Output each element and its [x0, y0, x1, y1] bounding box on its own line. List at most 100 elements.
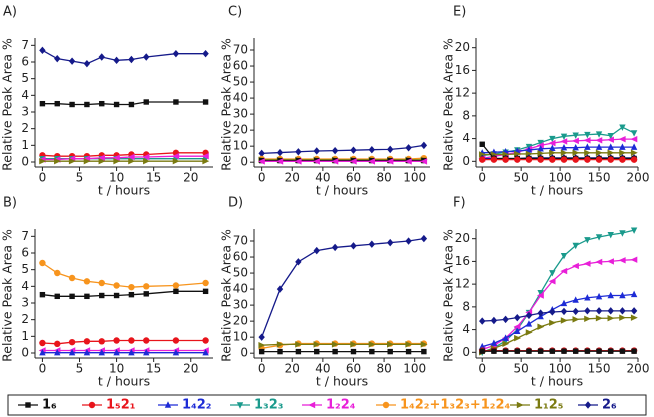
- x-tick-label: 100: [403, 362, 426, 376]
- marker: [128, 55, 135, 64]
- marker: [514, 156, 521, 163]
- y-axis-label: Relative Peak Area %: [219, 229, 234, 362]
- marker: [350, 348, 357, 355]
- marker: [571, 137, 579, 145]
- marker: [583, 137, 591, 144]
- y-tick-label: 12: [455, 277, 470, 291]
- marker: [595, 137, 603, 144]
- marker: [595, 143, 603, 150]
- marker: [631, 348, 637, 354]
- marker: [525, 311, 533, 320]
- marker: [572, 149, 580, 156]
- marker: [560, 143, 568, 151]
- marker: [387, 145, 394, 154]
- marker: [595, 292, 603, 300]
- marker: [39, 46, 46, 55]
- x-tick-label: 100: [549, 362, 572, 376]
- marker: [607, 156, 614, 163]
- marker: [595, 149, 603, 156]
- series-line: [42, 101, 206, 106]
- legend-box: [7, 394, 647, 416]
- marker: [572, 307, 579, 316]
- marker: [607, 291, 614, 299]
- marker: [479, 317, 486, 325]
- marker: [54, 100, 60, 107]
- x-tick-label: 0: [39, 171, 47, 185]
- y-tick-label: 30: [233, 298, 248, 312]
- y-tick-label: 4: [21, 279, 29, 293]
- marker: [537, 145, 544, 152]
- marker: [584, 307, 591, 315]
- series-line: [482, 317, 635, 353]
- marker: [172, 157, 180, 165]
- marker: [619, 149, 627, 156]
- x-tick-label: 150: [588, 362, 611, 376]
- marker: [584, 143, 591, 150]
- x-tick-label: 200: [627, 362, 650, 376]
- marker: [619, 124, 626, 131]
- marker: [549, 135, 556, 143]
- marker: [536, 292, 544, 299]
- marker: [560, 299, 568, 307]
- legend-marker: [382, 401, 390, 409]
- marker: [258, 341, 266, 349]
- marker: [549, 270, 556, 277]
- marker: [143, 291, 149, 297]
- x-tick-label: 80: [376, 362, 391, 376]
- legend-marker: [236, 402, 244, 409]
- y-tick-label: 2: [21, 312, 29, 326]
- marker: [387, 238, 394, 247]
- marker: [313, 341, 321, 348]
- x-tick-label: 20: [183, 171, 198, 185]
- marker: [607, 307, 614, 315]
- marker: [607, 133, 614, 140]
- x-tick-label: 10: [109, 171, 124, 185]
- marker: [112, 154, 120, 162]
- marker: [595, 131, 603, 138]
- marker: [619, 348, 626, 354]
- y-axis-label: Relative Peak Area %: [441, 229, 456, 362]
- marker: [69, 101, 75, 108]
- legend-marker: [164, 401, 172, 408]
- marker: [258, 348, 265, 355]
- marker: [39, 259, 46, 267]
- marker: [490, 156, 498, 163]
- marker: [630, 307, 638, 315]
- y-tick-label: 0: [462, 345, 470, 359]
- marker: [560, 307, 568, 316]
- marker: [54, 157, 61, 165]
- marker: [295, 148, 302, 156]
- marker: [98, 279, 105, 287]
- marker: [331, 146, 339, 155]
- marker: [39, 348, 46, 356]
- legend-marker: [584, 401, 592, 409]
- series-line: [261, 343, 424, 346]
- x-tick-label: 100: [549, 171, 572, 185]
- legend-label: 1₁2₅: [534, 398, 563, 413]
- marker: [142, 153, 150, 161]
- marker: [98, 157, 106, 165]
- panel-label: C): [228, 5, 242, 20]
- marker: [549, 144, 556, 151]
- legend-label: 1₄2₂: [182, 398, 211, 413]
- series-line: [261, 157, 424, 160]
- y-tick-label: 50: [233, 266, 248, 280]
- marker: [420, 141, 428, 150]
- marker: [350, 242, 357, 250]
- marker: [68, 338, 76, 346]
- marker: [350, 146, 357, 154]
- marker: [202, 49, 209, 58]
- marker: [113, 56, 120, 65]
- y-tick-label: 60: [233, 250, 248, 264]
- marker: [595, 315, 603, 322]
- legend-marker: [308, 401, 316, 409]
- marker: [630, 149, 638, 156]
- y-axis-label: Relative Peak Area %: [219, 38, 234, 171]
- marker: [572, 242, 579, 250]
- marker: [202, 279, 209, 287]
- marker: [525, 150, 533, 158]
- x-tick-label: 80: [376, 171, 391, 185]
- marker: [143, 348, 150, 356]
- marker: [619, 143, 626, 150]
- marker: [618, 135, 626, 143]
